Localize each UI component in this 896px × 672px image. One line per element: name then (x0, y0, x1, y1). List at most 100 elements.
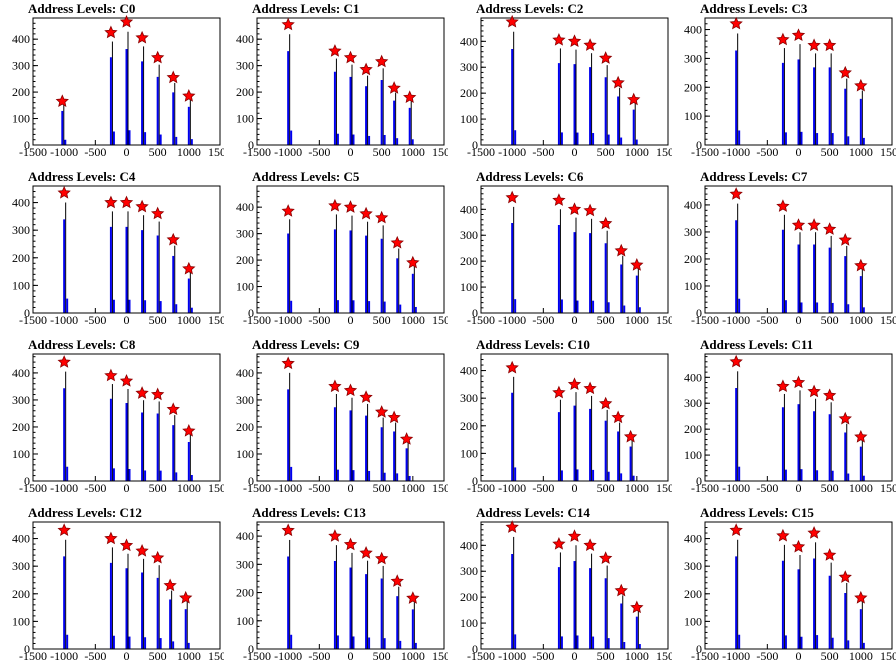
y-tick-label: 0 (472, 306, 478, 320)
x-tick-label: 500 (821, 145, 839, 159)
x-tick-label: -1500 (19, 313, 47, 327)
x-tick-label: -1000 (498, 649, 526, 663)
x-tick-label: 1500 (656, 649, 672, 663)
star-marker-icon (791, 28, 806, 41)
star-marker-icon (135, 30, 149, 44)
x-tick-label: 0 (572, 481, 578, 495)
x-tick-label: 0 (124, 481, 130, 495)
y-tick-label: 400 (460, 364, 478, 378)
chart-title: Address Levels: C13 (252, 505, 366, 520)
chart-svg: Address Levels: C3 0 100 200 300 400 -1500 -100… (684, 1, 896, 159)
star-marker-icon (57, 355, 71, 368)
chart-svg: Address Levels: C1 0 100 200 300 400 -1500 -100… (236, 1, 448, 159)
y-tick-label: 300 (236, 59, 254, 73)
chart-svg: Address Levels: C12 0 100 200 300 400 -1500 -10… (12, 505, 224, 663)
y-tick-label: 400 (684, 370, 702, 384)
star-marker-icon (567, 377, 582, 391)
star-marker-icon (328, 529, 342, 542)
star-marker-icon (387, 410, 401, 424)
x-tick-label: 1500 (432, 313, 448, 327)
x-tick-label: -1500 (243, 313, 271, 327)
star-marker-icon (119, 538, 134, 552)
star-marker-icon (614, 243, 628, 257)
x-tick-label: 500 (149, 145, 167, 159)
y-tick-label: 100 (684, 109, 702, 123)
y-tick-label: 200 (236, 420, 254, 434)
x-tick-label: 500 (597, 481, 615, 495)
x-tick-label: -500 (756, 313, 778, 327)
star-marker-icon (729, 523, 743, 536)
chart-title: Address Levels: C7 (700, 169, 808, 184)
x-tick-label: 500 (149, 649, 167, 663)
star-marker-icon (729, 16, 743, 30)
x-tick-label: 0 (348, 481, 354, 495)
y-tick-label: 0 (696, 642, 702, 656)
star-marker-icon (151, 387, 165, 401)
y-tick-label: 100 (236, 280, 254, 294)
x-tick-label: 1500 (208, 145, 224, 159)
chart-svg: Address Levels: C6 0 100 200 300 400 -1500 -100… (460, 169, 672, 327)
chart-svg: Address Levels: C14 0 100 200 300 400 -1500 -10… (460, 505, 672, 663)
y-tick-label: 300 (12, 59, 30, 73)
x-tick-label: 500 (149, 313, 167, 327)
y-tick-label: 200 (12, 587, 30, 601)
star-marker-icon (163, 578, 177, 592)
x-tick-label: 0 (348, 145, 354, 159)
x-tick-label: 0 (348, 313, 354, 327)
star-marker-icon (104, 531, 118, 545)
y-tick-label: 300 (460, 228, 478, 242)
star-marker-icon (599, 51, 613, 64)
star-marker-icon (630, 600, 644, 614)
chart-panel: Address Levels: C4 0 100 200 300 400 -1500 -100… (0, 168, 224, 336)
x-tick-label: 500 (373, 313, 391, 327)
x-tick-label: 500 (373, 649, 391, 663)
y-tick-label: 300 (684, 396, 702, 410)
y-tick-label: 300 (12, 223, 30, 237)
star-marker-icon (505, 190, 519, 204)
y-tick-label: 400 (12, 532, 30, 546)
x-tick-label: 0 (124, 313, 130, 327)
x-tick-label: 0 (572, 145, 578, 159)
x-tick-label: -500 (756, 145, 778, 159)
y-tick-label: 400 (460, 202, 478, 216)
chart-panel: Address Levels: C5 0 100 200 300 400 -1500 -100… (224, 168, 448, 336)
y-tick-label: 0 (696, 306, 702, 320)
chart-svg: Address Levels: C7 0 100 200 300 400 -1500 -100… (684, 169, 896, 327)
star-marker-icon (823, 548, 837, 561)
star-marker-icon (729, 354, 743, 368)
chart-panel: Address Levels: C15 0 100 200 300 400 -1500 -10… (672, 504, 896, 672)
chart-panel: Address Levels: C12 0 100 200 300 400 -1500 -10… (0, 504, 224, 672)
y-tick-label: 100 (460, 616, 478, 630)
x-tick-label: 0 (796, 145, 802, 159)
star-marker-icon (583, 38, 597, 51)
x-tick-label: -1000 (274, 649, 302, 663)
star-marker-icon (403, 90, 417, 104)
y-tick-label: 400 (684, 532, 702, 546)
star-marker-icon (854, 429, 868, 443)
x-tick-label: 1000 (401, 145, 425, 159)
y-tick-label: 200 (12, 85, 30, 99)
chart-panel: Address Levels: C7 0 100 200 300 400 -1500 -100… (672, 168, 896, 336)
y-tick-label: 400 (684, 198, 702, 212)
x-tick-label: -500 (308, 481, 330, 495)
x-tick-label: 1500 (880, 145, 896, 159)
y-tick-label: 200 (236, 586, 254, 600)
star-marker-icon (119, 14, 134, 28)
x-tick-label: 1500 (656, 313, 672, 327)
x-tick-label: 1000 (177, 481, 201, 495)
chart-title: Address Levels: C0 (28, 1, 135, 16)
x-tick-label: -1000 (50, 313, 78, 327)
y-tick-label: 200 (684, 80, 702, 94)
y-tick-label: 100 (12, 278, 30, 292)
x-tick-label: -500 (532, 481, 554, 495)
star-marker-icon (611, 75, 625, 89)
star-marker-icon (552, 193, 566, 206)
x-tick-label: 1500 (208, 481, 224, 495)
star-marker-icon (614, 583, 628, 597)
y-tick-label: 0 (696, 474, 702, 488)
chart-title: Address Levels: C2 (476, 1, 583, 16)
star-marker-icon (776, 199, 790, 212)
star-marker-icon (505, 520, 519, 533)
x-tick-label: 500 (821, 481, 839, 495)
chart-title: Address Levels: C4 (28, 169, 136, 184)
